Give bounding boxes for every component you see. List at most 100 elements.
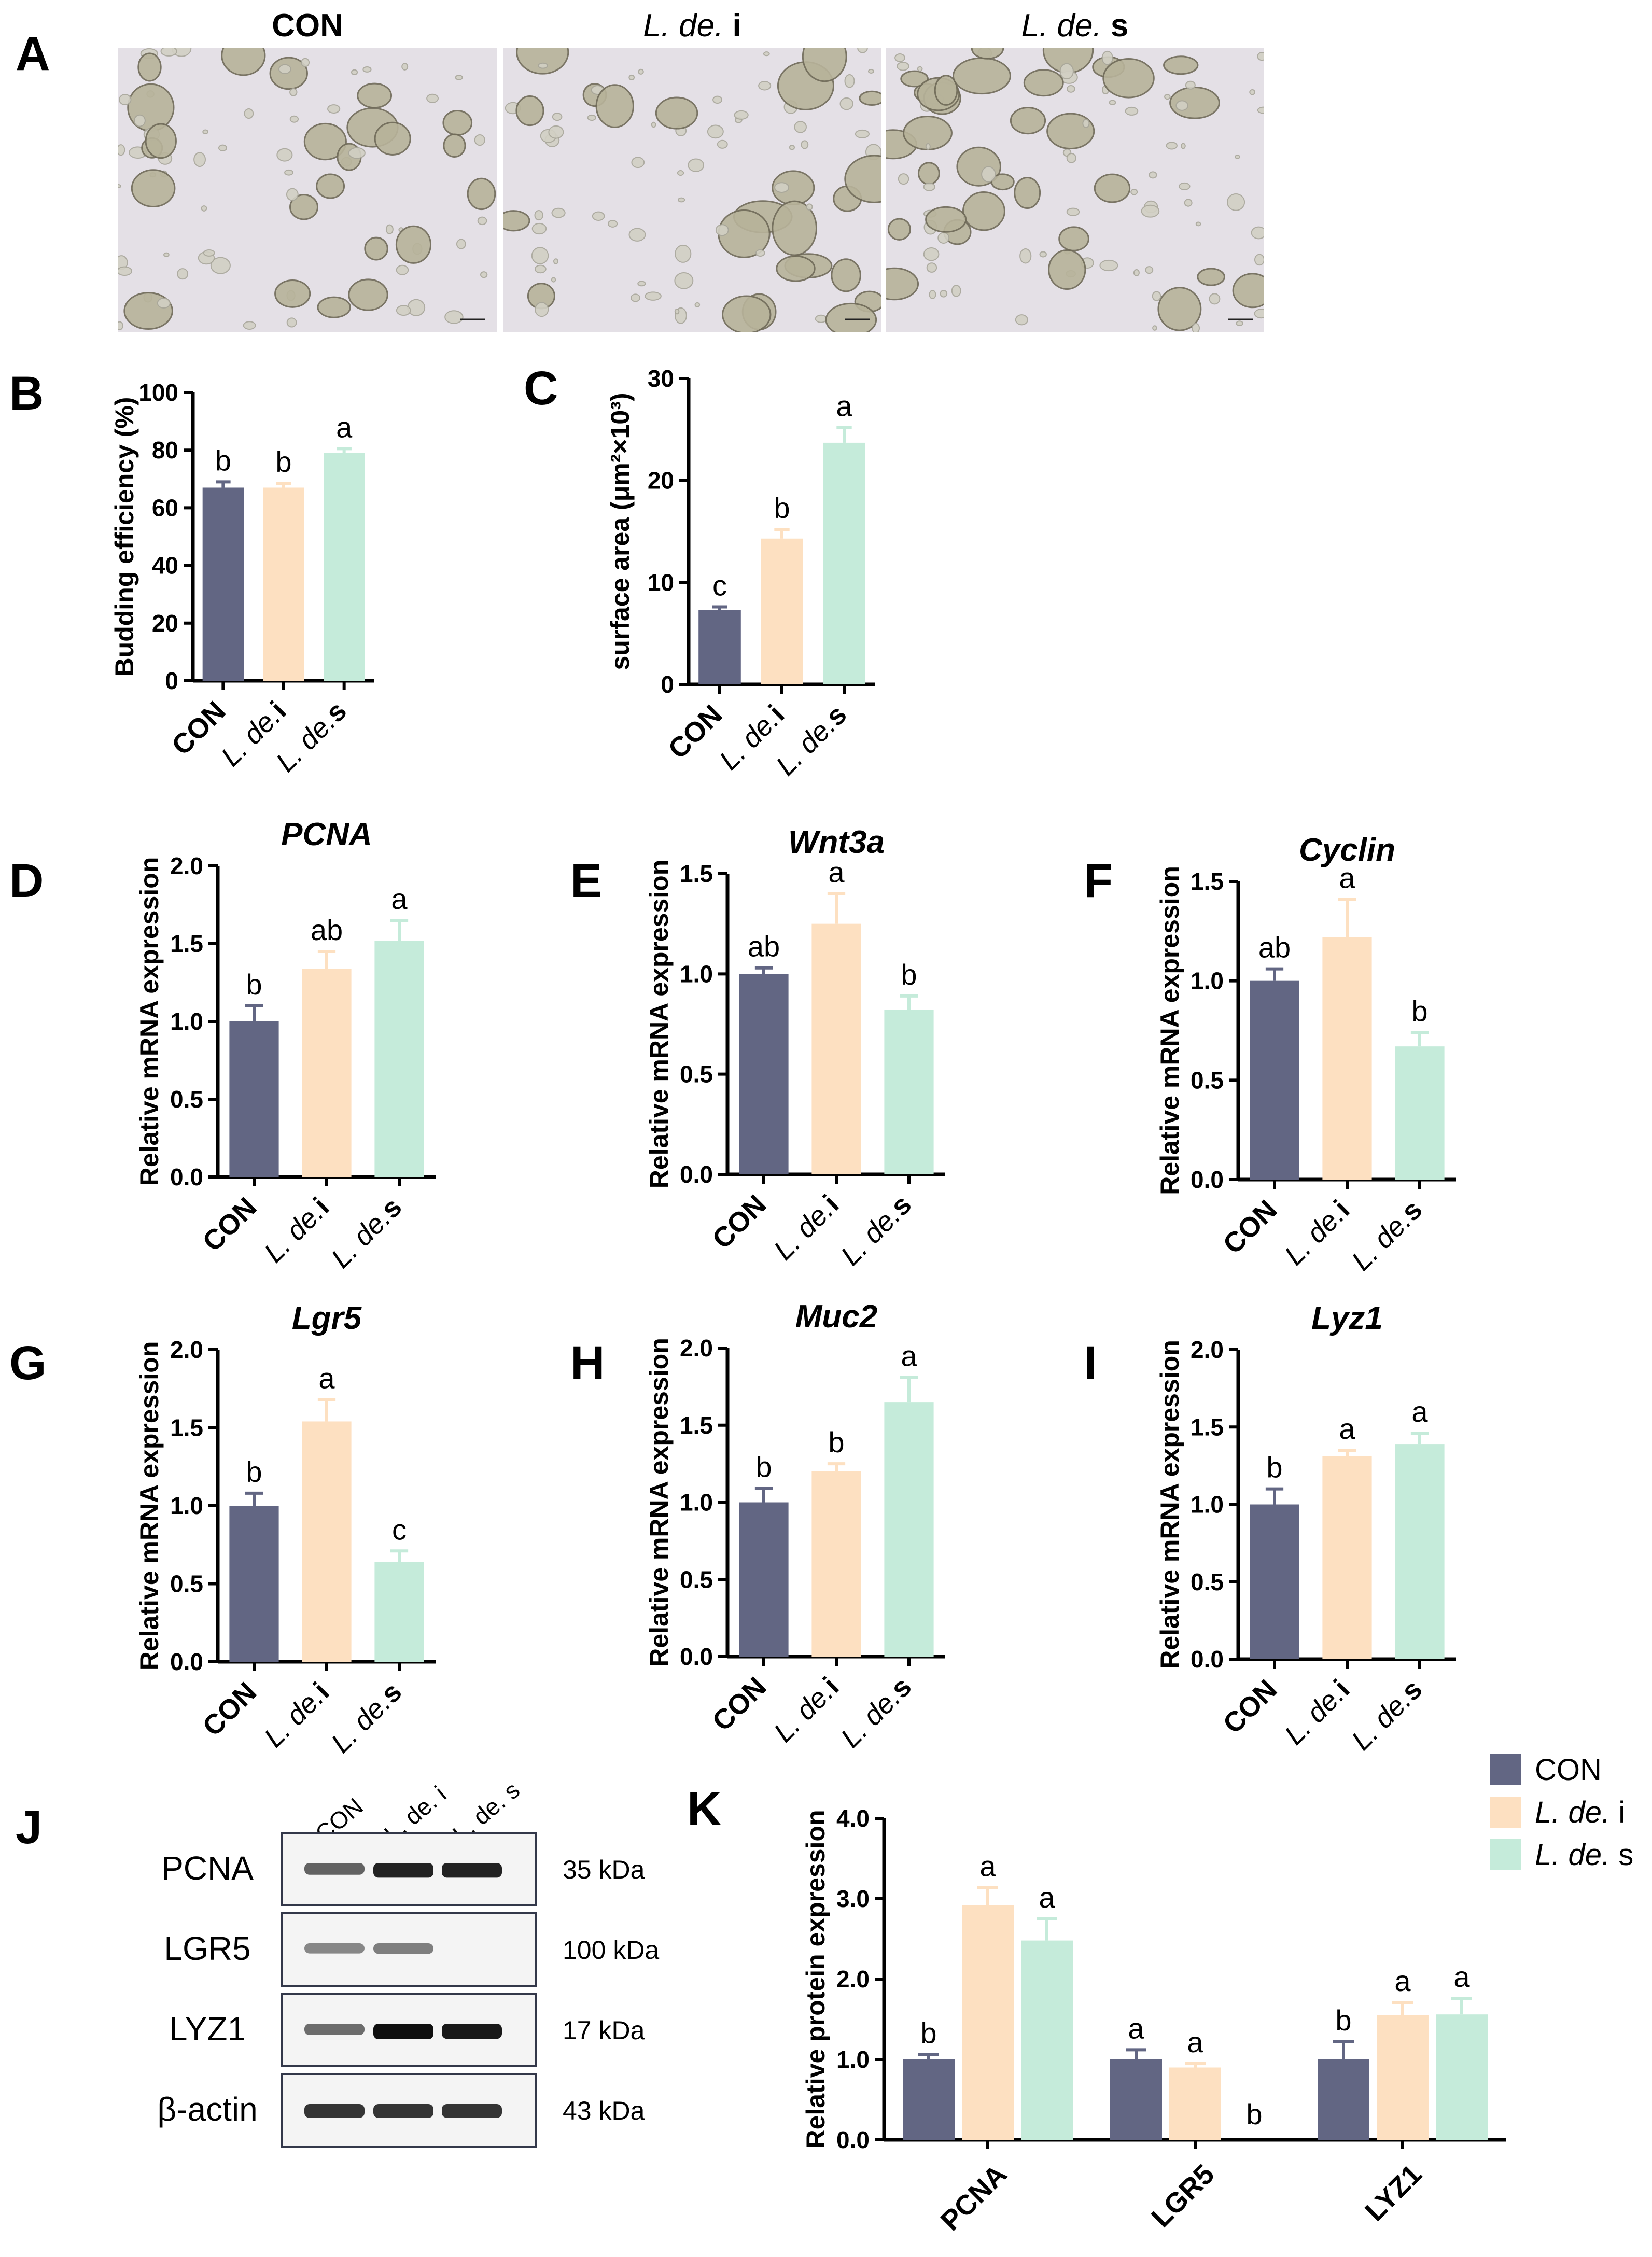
y-axis-label: Relative mRNA expression: [645, 860, 674, 1189]
organoid: [1125, 106, 1139, 116]
organoid: [857, 48, 868, 53]
organoid: [385, 224, 394, 234]
organoid: [952, 57, 1011, 95]
x-tick-label: L. de.s: [325, 1191, 408, 1274]
panel-letter-B: B: [9, 367, 44, 420]
y-tick-label: 2.0: [170, 852, 203, 879]
y-tick-label: 40: [152, 552, 178, 579]
molecular-weight-label: 43 kDa: [563, 2096, 645, 2125]
organoid: [1109, 100, 1116, 105]
x-tick-label: L. de.s: [835, 1189, 917, 1271]
bar: [324, 453, 365, 681]
organoid: [962, 191, 1005, 231]
organoid: [917, 162, 940, 185]
organoid: [937, 232, 950, 244]
significance-letter: b: [275, 445, 291, 478]
significance-letter: ab: [748, 930, 780, 963]
organoid: [1133, 269, 1140, 276]
organoid: [1067, 85, 1075, 93]
blot-band: [304, 2024, 365, 2035]
bar: [903, 2059, 955, 2140]
organoid: [1152, 325, 1157, 331]
organoid: [886, 267, 919, 301]
bar: [1318, 2059, 1369, 2140]
organoid: [203, 249, 215, 257]
bar: [739, 974, 789, 1174]
organoid: [1023, 69, 1064, 97]
organoid: [776, 255, 816, 282]
organoid: [362, 66, 372, 73]
x-tick-label: L. de.i: [768, 1671, 845, 1748]
organoid: [1059, 63, 1074, 80]
significance-letter: a: [1339, 862, 1355, 894]
micrograph-title: L. de. s: [1021, 8, 1129, 44]
y-tick-label: 20: [152, 610, 178, 637]
bar: [1250, 980, 1299, 1180]
organoid: [515, 95, 544, 127]
organoid: [631, 157, 645, 169]
x-tick-label: PCNA: [935, 2158, 1013, 2237]
plain-part: CON: [1217, 1194, 1283, 1260]
blot-band: [373, 1863, 433, 1878]
organoid: [688, 158, 705, 172]
organoid: [276, 148, 293, 162]
bar: [761, 538, 803, 684]
bar: [302, 969, 352, 1177]
micrograph-image: [118, 48, 497, 332]
bar: [229, 1021, 279, 1177]
x-tick-label: L. de.s: [835, 1671, 917, 1754]
y-tick-label: 20: [648, 467, 674, 494]
organoid: [1249, 89, 1256, 95]
organoid: [758, 80, 772, 91]
bar: [1110, 2059, 1162, 2140]
organoid: [351, 69, 358, 75]
y-tick-label: 2.0: [1191, 1336, 1224, 1363]
organoid: [715, 224, 729, 236]
bar: [1250, 1504, 1299, 1659]
micrograph-title: L. de. i: [643, 8, 741, 44]
organoid: [177, 268, 189, 280]
significance-letter: b: [1266, 1451, 1282, 1484]
micrograph-title: CON: [272, 8, 343, 44]
y-tick-label: 0.0: [1191, 1646, 1224, 1673]
organoid: [774, 182, 790, 193]
bar: [1322, 937, 1372, 1180]
significance-letter: a: [828, 856, 845, 889]
plain-part: s: [1610, 1838, 1633, 1872]
organoid: [831, 258, 861, 292]
organoid: [426, 93, 439, 103]
organoid: [118, 144, 125, 156]
panel-letter-I: I: [1084, 1337, 1097, 1390]
bar: [1436, 2014, 1488, 2140]
blot-protein-label: LYZ1: [169, 2010, 246, 2048]
significance-letter: a: [1187, 2026, 1203, 2058]
panel-letter-J: J: [16, 1801, 42, 1854]
panel-F: F Cyclin 0.0 0.5 1.0 1.5 Relative mRNA express…: [1084, 832, 1456, 1277]
organoid: [1145, 266, 1154, 274]
organoid: [940, 290, 948, 298]
blot-protein-label: PCNA: [161, 1849, 254, 1887]
y-tick-label: 0.5: [170, 1086, 203, 1113]
panel-letter-H: H: [570, 1337, 605, 1390]
chart-title: Cyclin: [1299, 832, 1395, 868]
organoid: [1039, 251, 1047, 258]
organoid: [1164, 94, 1171, 100]
organoid: [607, 220, 618, 228]
organoid: [1015, 314, 1028, 326]
plain-part: CON: [197, 1191, 262, 1257]
bar: [1021, 1940, 1073, 2140]
organoid: [971, 48, 1004, 60]
organoid: [923, 247, 940, 261]
organoid: [1254, 309, 1264, 319]
organoid: [755, 249, 765, 257]
organoid: [516, 48, 569, 75]
organoid: [917, 66, 923, 72]
organoid: [802, 48, 847, 82]
y-tick-label: 2.0: [170, 1336, 203, 1363]
organoid: [145, 123, 177, 159]
organoid: [844, 74, 855, 88]
